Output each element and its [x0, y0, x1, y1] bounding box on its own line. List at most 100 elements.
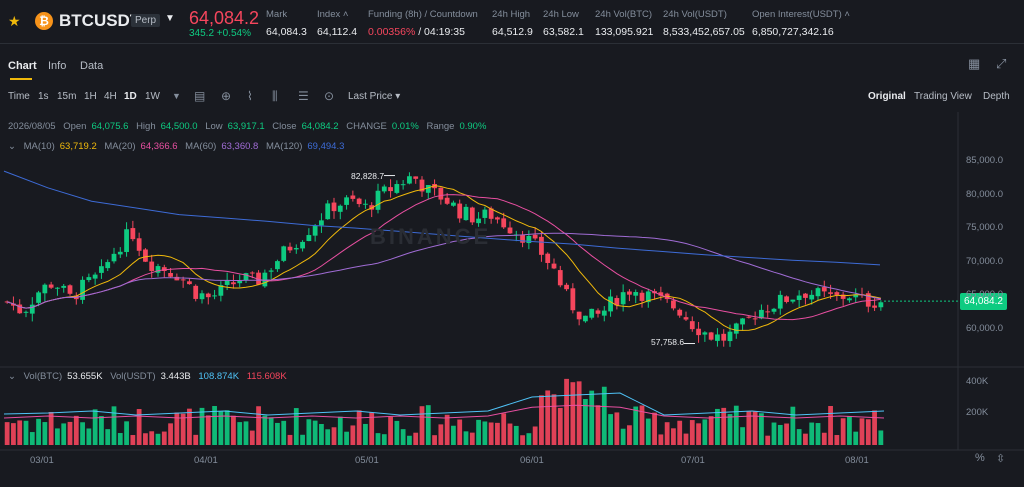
- stat-label: Funding (8h) / Countdown: [368, 9, 478, 20]
- active-tab-indicator: [10, 78, 32, 80]
- candlestick-chart[interactable]: [0, 112, 1024, 487]
- collapse-icon: ⌄: [8, 141, 16, 152]
- indicator-add-icon[interactable]: ⊕: [221, 89, 232, 103]
- volume-bar: [513, 425, 519, 445]
- volume-bar: [199, 407, 205, 445]
- time-tick-label: 03/01: [30, 455, 54, 466]
- symbol-name[interactable]: BTCUSDT: [59, 11, 141, 30]
- stat-value: 64,512.9: [492, 26, 533, 38]
- expand-icon[interactable]: ⤢: [996, 56, 1007, 71]
- chevron-down-icon[interactable]: ▼: [165, 13, 175, 24]
- candle: [249, 272, 255, 274]
- candle: [23, 311, 29, 313]
- candle: [872, 305, 877, 308]
- candle: [11, 303, 16, 306]
- candle: [55, 287, 60, 289]
- volume-bar: [840, 418, 846, 445]
- tab-chart[interactable]: Chart: [8, 60, 37, 72]
- volume-bar: [501, 413, 507, 445]
- volume-bar: [488, 422, 494, 445]
- view-trading-view[interactable]: Trading View: [914, 91, 972, 102]
- price-tick-label: 70,000.0: [966, 255, 1003, 267]
- volume-bar: [205, 415, 211, 445]
- stat-value: 133,095.921: [595, 26, 654, 38]
- candle: [180, 279, 186, 281]
- volume-bar: [61, 423, 67, 445]
- volume-bar: [444, 414, 450, 445]
- volume-bar: [872, 410, 877, 445]
- candle: [331, 202, 337, 212]
- stat-funding: Funding (8h) / Countdown 0.00356% / 04:1…: [368, 9, 478, 38]
- candle: [583, 315, 588, 322]
- volume-bar: [740, 427, 745, 445]
- volume-bar: [29, 432, 35, 445]
- candle: [337, 205, 343, 212]
- calendar-icon[interactable]: ▤: [194, 89, 206, 103]
- candle: [369, 205, 375, 210]
- price-tick-label: 60,000.0: [966, 322, 1003, 334]
- volume-bar: [652, 412, 657, 445]
- stat-open-interest[interactable]: Open Interest(USDT) ˄ 6,850,727,342.16: [752, 9, 850, 38]
- interval-1h[interactable]: 1H: [84, 91, 97, 102]
- volume-bar: [507, 423, 513, 445]
- settings-icon[interactable]: ⊙: [324, 89, 335, 103]
- candle: [532, 234, 538, 239]
- price-type-select[interactable]: Last Price ▾: [348, 91, 401, 102]
- candle-type-icon[interactable]: ⫼: [272, 89, 278, 103]
- auto-scale-icon[interactable]: ⇳: [996, 453, 1006, 465]
- volume-tick-label: 400K: [966, 376, 989, 387]
- candle: [727, 331, 733, 342]
- price-tick-label: 80,000.0: [966, 188, 1003, 200]
- tab-data[interactable]: Data: [80, 60, 104, 72]
- stat-value: 64,084.3: [266, 26, 307, 38]
- ma20-line: [6, 194, 881, 321]
- volume-bar: [878, 430, 884, 445]
- volume-bar: [231, 415, 236, 445]
- volume-bar: [130, 435, 136, 445]
- chevron-down-icon[interactable]: ▼: [172, 91, 181, 101]
- view-original[interactable]: Original: [868, 91, 906, 102]
- candle: [759, 309, 764, 319]
- volume-bar: [683, 433, 689, 445]
- candle: [237, 280, 243, 284]
- chart-toolbar: Time 1s 15m 1H 4H 1D 1W ▼ ▤ ⊕ ⌇ ⫼ ☰ ⊙ La…: [0, 88, 1024, 108]
- candle: [243, 273, 249, 281]
- candle: [350, 195, 356, 199]
- volume-bar: [369, 412, 375, 445]
- star-icon[interactable]: ★: [8, 13, 21, 29]
- volume-bar: [174, 412, 180, 445]
- candle: [438, 187, 444, 200]
- candle: [319, 220, 324, 226]
- candle: [482, 209, 488, 218]
- percent-toggle-icon[interactable]: %: [975, 452, 985, 464]
- candle: [733, 323, 739, 334]
- candle: [488, 208, 494, 219]
- candle: [99, 266, 104, 273]
- view-depth[interactable]: Depth: [983, 91, 1010, 102]
- grid-layout-icon[interactable]: ▦: [968, 56, 981, 71]
- volume-bar: [249, 430, 255, 445]
- candle: [545, 253, 551, 263]
- tab-info[interactable]: Info: [48, 60, 67, 72]
- volume-bar: [394, 420, 400, 445]
- stat-index[interactable]: Index ˄ 64,112.4: [317, 9, 357, 38]
- line-chart-icon[interactable]: ⌇: [247, 89, 253, 103]
- interval-time[interactable]: Time: [8, 91, 30, 102]
- interval-1w[interactable]: 1W: [145, 91, 160, 102]
- candle: [708, 332, 714, 340]
- interval-4h[interactable]: 4H: [104, 91, 117, 102]
- candle: [495, 217, 500, 220]
- time-tick-label: 06/01: [520, 455, 544, 466]
- candle: [394, 184, 400, 193]
- interval-1d[interactable]: 1D: [124, 91, 137, 102]
- interval-15m[interactable]: 15m: [57, 91, 77, 102]
- candle: [627, 291, 632, 295]
- candle: [231, 282, 236, 285]
- interval-1s[interactable]: 1s: [38, 91, 49, 102]
- volume-bar: [790, 406, 796, 445]
- ohlc-high: 64,500.0: [160, 121, 198, 132]
- volume-bar: [784, 423, 789, 445]
- candle: [381, 186, 387, 192]
- settings-sliders-icon[interactable]: ☰: [298, 89, 309, 103]
- candle: [658, 292, 664, 296]
